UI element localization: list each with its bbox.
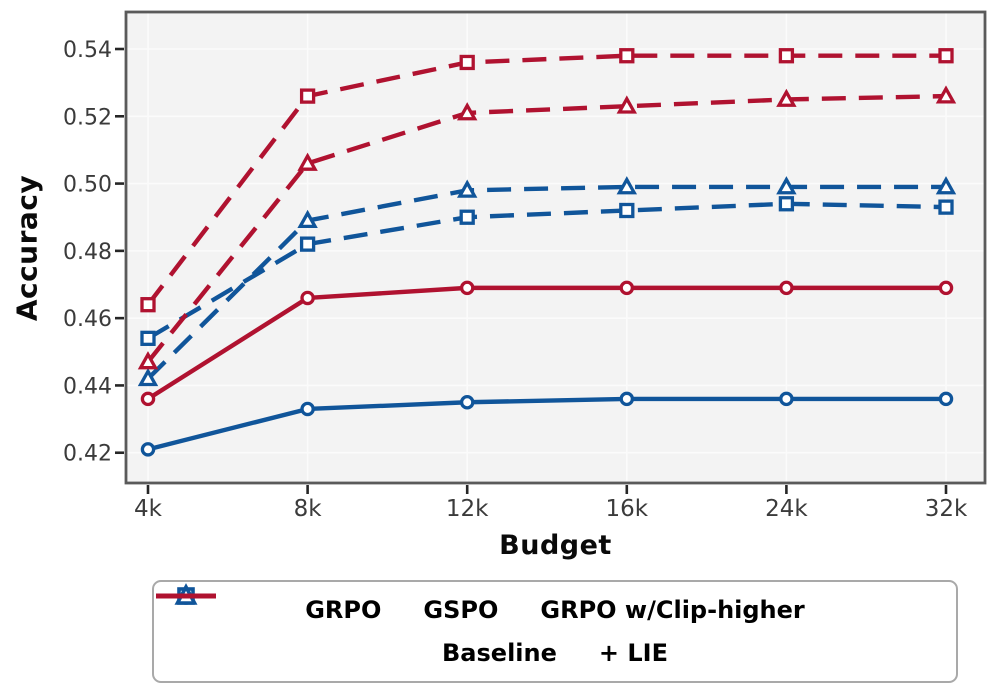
circle-marker — [140, 391, 156, 407]
square-marker — [778, 196, 795, 212]
series-line — [146, 201, 947, 341]
square-marker — [299, 88, 316, 104]
triangle-marker — [616, 95, 638, 114]
plot-background — [126, 12, 985, 483]
triangle-marker — [137, 351, 159, 370]
series-line — [146, 93, 947, 364]
legend-label: GRPO w/Clip-higher — [540, 596, 805, 625]
triangle-marker — [935, 176, 957, 195]
legend-item-gspo: GSPO — [156, 587, 499, 625]
y-axis-title: Accuracy — [10, 174, 44, 322]
square-marker — [938, 48, 954, 64]
square-marker — [299, 236, 316, 252]
square-marker — [619, 202, 635, 219]
y-tick-label: 0.54 — [63, 38, 112, 63]
triangle-marker — [456, 179, 478, 198]
circle-marker — [140, 442, 156, 457]
series-line — [146, 184, 946, 381]
triangle-marker — [137, 367, 159, 387]
circle-marker — [459, 395, 475, 410]
square-marker — [140, 330, 156, 346]
y-tick-label: 0.42 — [63, 442, 112, 467]
x-tick-label: 12k — [446, 496, 489, 522]
triangle-marker — [935, 85, 957, 104]
circle-marker — [619, 391, 635, 407]
x-tick-label: 8k — [294, 496, 323, 522]
square-marker — [140, 297, 156, 313]
legend-label: + LIE — [598, 638, 668, 667]
legend-item-baseline: Baseline — [156, 593, 557, 667]
circle-marker — [300, 401, 315, 417]
triangle-marker — [776, 88, 797, 107]
x-tick-label: 24k — [765, 496, 808, 522]
circle-marker — [779, 391, 794, 407]
y-tick-label: 0.48 — [63, 240, 112, 265]
y-tick-label: 0.52 — [63, 105, 112, 130]
legend-row: GRPO GSPO GRPO w/Clip-higher — [156, 583, 805, 625]
x-axis-title: Budget — [499, 530, 612, 561]
triangle-marker — [297, 209, 318, 229]
circle-marker — [300, 290, 315, 306]
circle-marker — [938, 391, 954, 407]
y-tick-label: 0.46 — [63, 307, 112, 332]
x-tick-label: 4k — [134, 496, 163, 522]
circle-marker — [938, 280, 954, 296]
triangle-marker — [616, 176, 638, 195]
legend-item-grpo: GRPO — [156, 587, 382, 625]
legend-row: Baseline + LIE — [156, 593, 668, 667]
square-marker — [778, 48, 795, 64]
square-marker — [459, 209, 475, 225]
legend-item-lie: + LIE — [156, 593, 668, 667]
triangle-marker — [297, 152, 318, 171]
legend-label: GRPO — [305, 596, 382, 625]
circle-marker — [779, 280, 794, 296]
y-tick-label: 0.44 — [63, 374, 112, 399]
square-marker — [459, 54, 475, 71]
series-line — [146, 285, 946, 401]
x-tick-label: 32k — [925, 496, 968, 522]
square-marker — [619, 48, 635, 64]
legend-label: Baseline — [442, 638, 557, 667]
triangle-marker — [776, 176, 797, 195]
line-legend-sample-icon — [156, 593, 216, 599]
y-tick-label: 0.50 — [63, 173, 112, 198]
square-marker — [938, 199, 954, 215]
legend-label: GSPO — [423, 596, 499, 625]
x-tick-label: 16k — [606, 496, 649, 522]
circle-marker — [619, 280, 635, 296]
circle-marker — [459, 280, 475, 296]
axes-spine — [124, 10, 987, 485]
legend-item-grpo-w-clip-higher: GRPO w/Clip-higher — [156, 583, 805, 625]
legend: GRPO GSPO GRPO w/Clip-higher Baseline + LIE — [152, 580, 958, 683]
triangle-marker — [456, 102, 478, 121]
series-line — [147, 396, 946, 452]
